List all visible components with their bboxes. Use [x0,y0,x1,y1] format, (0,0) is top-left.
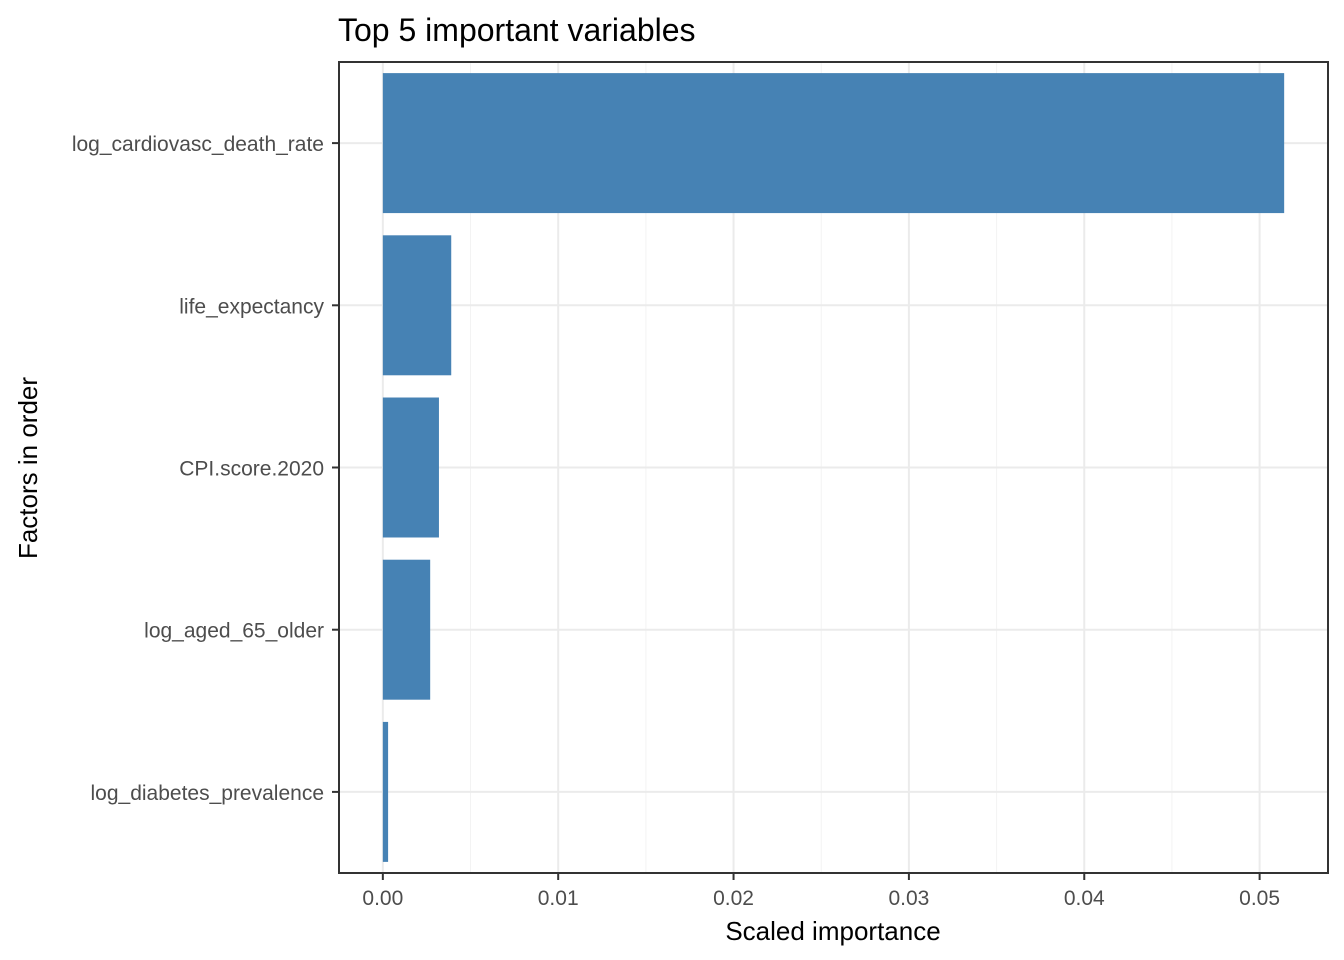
x-tick-label: 0.02 [713,887,754,910]
bar-log-diabetes-prevalence [382,721,389,862]
y-tick-label: log_aged_65_older [144,620,324,643]
x-axis-title: Scaled importance [725,916,940,946]
y-axis: log_cardiovasc_death_rate life_expectancy… [72,133,339,805]
bar-log-cardiovasc-death-rate [382,73,1285,214]
x-tick-label: 0.01 [538,887,579,910]
bars-group [382,73,1285,862]
chart-title: Top 5 important variables [338,12,696,48]
y-tick-label: log_diabetes_prevalence [90,782,324,805]
y-tick-label: life_expectancy [179,295,324,318]
y-tick-label: CPI.score.2020 [179,458,324,481]
x-tick-label: 0.00 [362,887,403,910]
x-tick-label: 0.04 [1064,887,1105,910]
x-tick-label: 0.05 [1239,887,1280,910]
bar-log-aged-65-older [382,559,431,700]
bar-cpi-score-2020 [382,397,439,538]
x-tick-label: 0.03 [888,887,929,910]
y-axis-title: Factors in order [13,377,43,559]
bar-life-expectancy [382,235,452,376]
y-tick-label: log_cardiovasc_death_rate [72,133,324,156]
x-axis: 0.00 0.01 0.02 0.03 0.04 0.05 [362,873,1280,910]
